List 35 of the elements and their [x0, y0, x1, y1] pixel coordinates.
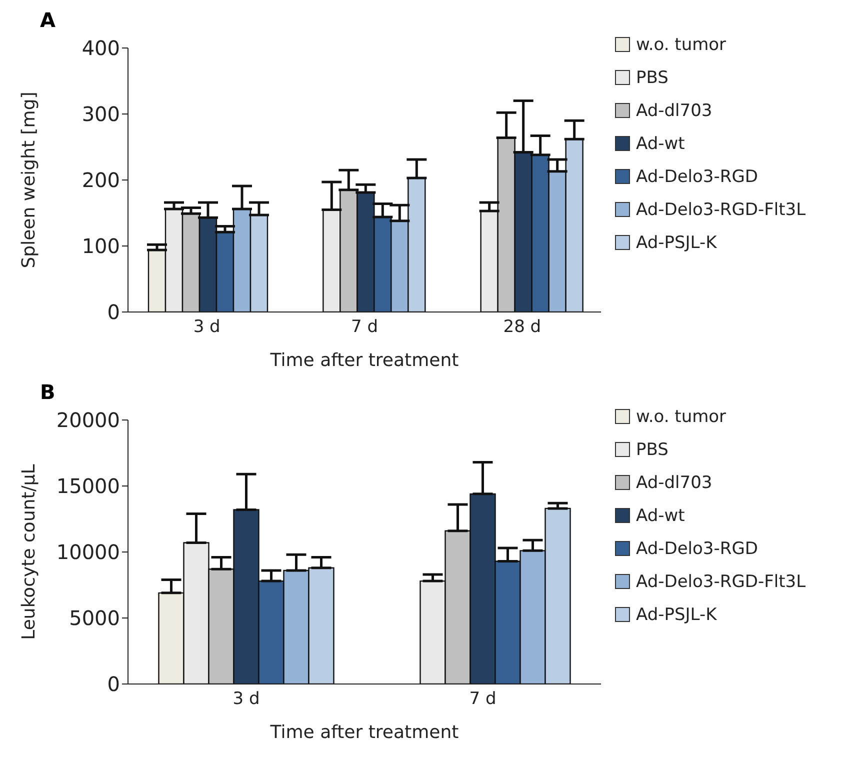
- y-tick-label: 15000: [56, 474, 120, 498]
- chart-title: A: [40, 8, 56, 32]
- x-tick-label: 7 d: [350, 317, 378, 338]
- legend-label: w.o. tumor: [636, 34, 726, 54]
- legend-label: Ad-Delo3-RGD-Flt3L: [636, 200, 806, 220]
- x-axis-title: Time after treatment: [269, 722, 459, 743]
- y-tick-label: 10000: [56, 540, 120, 564]
- y-tick-label: 0: [107, 672, 120, 696]
- y-tick-label: 0: [107, 300, 120, 324]
- legend-label: PBS: [636, 68, 668, 88]
- x-tick-label: 3 d: [232, 689, 260, 710]
- y-tick-label: 5000: [69, 606, 120, 630]
- chart-title: B: [40, 380, 56, 404]
- legend-label: Ad-Delo3-RGD: [636, 538, 758, 558]
- legend-label: Ad-dl703: [636, 472, 712, 492]
- y-axis-title: Spleen weight [mg]: [18, 92, 40, 268]
- y-tick-label: 400: [82, 36, 120, 60]
- x-tick-label: 3 d: [193, 317, 220, 338]
- y-tick-label: 100: [82, 234, 120, 258]
- x-axis-title: Time after treatment: [269, 350, 459, 371]
- legend-label: Ad-dl703: [636, 100, 712, 120]
- legend-label: PBS: [636, 440, 668, 460]
- x-tick-label: 7 d: [469, 689, 496, 710]
- y-tick-label: 300: [82, 102, 120, 126]
- legend-label: Ad-Delo3-RGD: [636, 166, 758, 186]
- legend-label: w.o. tumor: [636, 406, 726, 426]
- legend-label: Ad-Delo3-RGD-Flt3L: [636, 572, 806, 592]
- x-tick-label: 28 d: [503, 317, 542, 338]
- y-axis-title: Leukocyte count/µL: [18, 464, 40, 640]
- legend-label: Ad-PSJL-K: [636, 232, 717, 252]
- legend-label: Ad-PSJL-K: [636, 604, 717, 624]
- legend-label: Ad-wt: [636, 134, 685, 154]
- legend-label: Ad-wt: [636, 506, 685, 526]
- y-tick-label: 200: [82, 168, 120, 192]
- y-tick-label: 20000: [56, 408, 120, 432]
